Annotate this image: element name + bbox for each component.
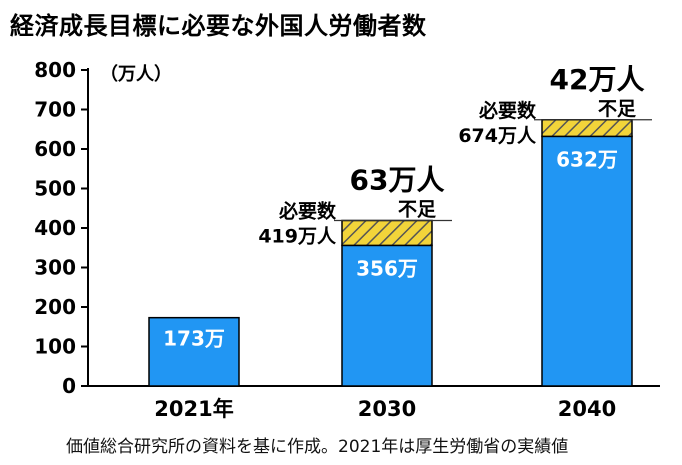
shortfall-title: 不足	[598, 98, 637, 120]
y-tick-label: 700	[34, 98, 76, 122]
bar-value-label: 356万	[356, 256, 418, 280]
bar-value-label: 632万	[556, 147, 618, 171]
y-tick-label: 0	[62, 374, 76, 398]
shortfall-title: 不足	[398, 198, 437, 220]
y-tick-label: 100	[34, 335, 76, 359]
chart-title: 経済成長目標に必要な外国人労働者数	[10, 12, 427, 40]
y-unit-label: （万人）	[100, 64, 172, 85]
y-tick-label: 300	[34, 256, 76, 280]
shortfall-value: 63万人	[350, 163, 445, 196]
bar-2	[541, 135, 633, 387]
x-tick-label: 2030	[358, 397, 416, 421]
y-tick-label: 800	[34, 58, 76, 82]
required-value: 674万人	[458, 125, 537, 147]
y-tick-label: 400	[34, 216, 76, 240]
required-title: 必要数	[478, 99, 537, 122]
y-tick-label: 500	[34, 177, 76, 201]
shortfall-value: 42万人	[550, 63, 645, 96]
source-note: 価値総合研究所の資料を基に作成。2021年は厚生労働省の実績値	[66, 437, 569, 457]
x-tick-label: 2021年	[154, 397, 233, 421]
bar-0	[148, 316, 240, 387]
bar-1	[341, 244, 433, 387]
required-value: 419万人	[258, 225, 337, 247]
x-tick-label: 2040	[558, 397, 616, 421]
y-tick-label: 600	[34, 137, 76, 161]
bar-value-label: 173万	[163, 327, 225, 351]
required-title: 必要数	[278, 199, 337, 222]
shortfall-segment-2	[541, 119, 633, 138]
y-tick-label: 200	[34, 295, 76, 319]
shortfall-segment-1	[341, 219, 433, 247]
